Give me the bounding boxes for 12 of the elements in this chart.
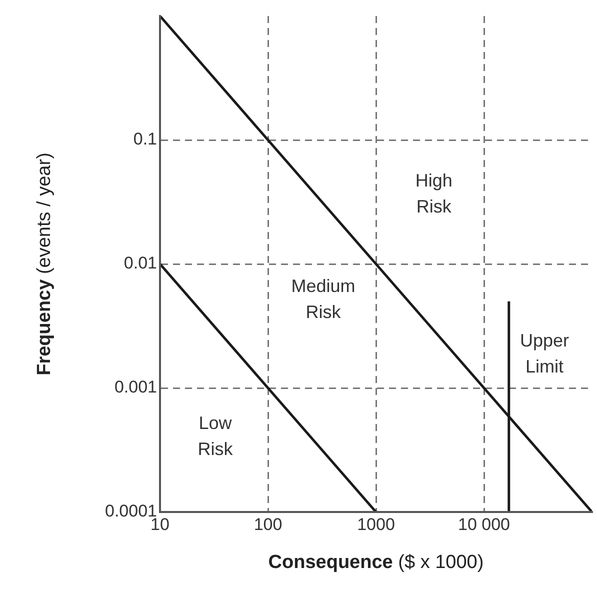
y-tick-label: 0.1 xyxy=(133,130,157,149)
y-tick-label: 0.01 xyxy=(124,254,157,273)
annotation: High Risk xyxy=(415,170,452,217)
x-axis-title: Consequence ($ x 1000) xyxy=(267,552,485,574)
y-axis-title: Frequency (events / year) xyxy=(34,152,56,376)
x-tick-label: 100 xyxy=(254,514,282,534)
x-tick-label: 1000 xyxy=(357,514,395,534)
annotation: Medium Risk xyxy=(291,276,356,322)
y-tick-label: 0.001 xyxy=(114,378,157,397)
annotation: Upper Limit xyxy=(520,330,569,377)
x-tick-label: 10 000 xyxy=(458,514,510,534)
annotation: Low Risk xyxy=(198,413,234,460)
